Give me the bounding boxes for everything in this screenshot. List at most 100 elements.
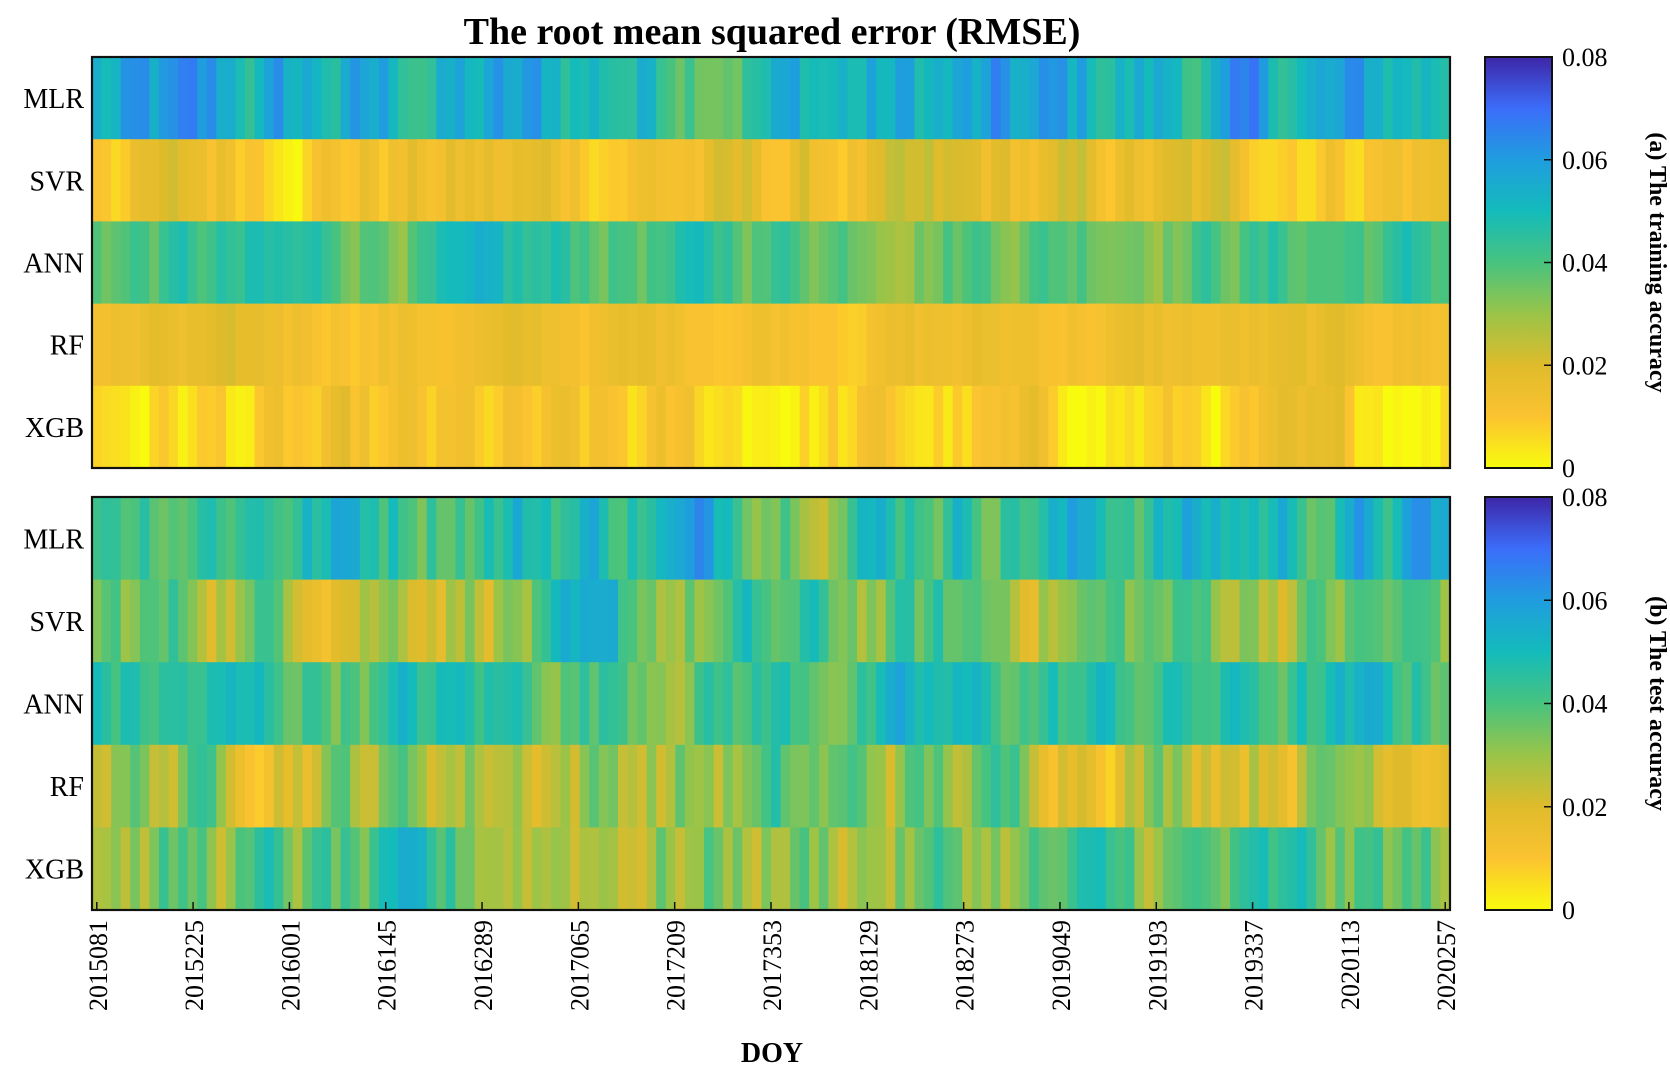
heatmap-cell [369, 579, 380, 663]
heatmap-cell [971, 827, 982, 911]
heatmap-cell [971, 139, 982, 222]
heatmap-cell [158, 385, 170, 469]
heatmap-cell [885, 827, 896, 911]
heatmap-cell [302, 385, 313, 469]
heatmap-cell [876, 579, 887, 663]
heatmap-cell [904, 662, 916, 746]
heatmap-cell [464, 579, 476, 663]
heatmap-cell [1038, 827, 1049, 911]
heatmap-cell [704, 579, 715, 663]
heatmap-cell [1249, 139, 1260, 222]
heatmap-cell [990, 303, 1002, 387]
heatmap-cell [990, 579, 1002, 663]
heatmap-cell [1163, 385, 1174, 469]
heatmap-cell [780, 221, 791, 305]
heatmap-cell [1134, 827, 1145, 911]
heatmap-cell [1057, 744, 1069, 828]
heatmap-cell [981, 221, 992, 305]
heatmap-cell [350, 662, 361, 746]
heatmap-cell [321, 827, 332, 911]
heatmap-cell [799, 57, 810, 140]
heatmap-cell [149, 744, 160, 828]
heatmap-cell [761, 139, 772, 222]
heatmap-cell [398, 303, 409, 387]
heatmap-cell [254, 827, 265, 911]
heatmap-cell [1086, 662, 1097, 746]
heatmap-cell [1383, 827, 1394, 911]
heatmap-cell [751, 57, 763, 140]
heatmap-cell [818, 57, 829, 140]
x-tick-label: 2015081 [84, 920, 113, 1011]
heatmap-cell [952, 579, 963, 663]
heatmap-cell [1430, 497, 1442, 581]
heatmap-cell [1440, 303, 1451, 387]
heatmap-cell [1010, 385, 1021, 469]
heatmap-cell [579, 139, 590, 222]
heatmap-cell [684, 579, 696, 663]
heatmap-cell [608, 827, 619, 911]
heatmap-cell [799, 221, 810, 305]
heatmap-cell [694, 827, 705, 911]
heatmap-cell [1191, 221, 1202, 305]
heatmap-cell [1201, 303, 1212, 387]
heatmap-cell [331, 579, 342, 663]
heatmap-cell [1230, 385, 1241, 469]
heatmap-cell [857, 303, 868, 387]
heatmap-cell [904, 385, 916, 469]
heatmap-cell [350, 303, 361, 387]
heatmap-cell [694, 385, 705, 469]
heatmap-cell [187, 57, 198, 140]
heatmap-cell [101, 385, 112, 469]
heatmap-cell [187, 303, 198, 387]
heatmap-cell [225, 579, 237, 663]
heatmap-cell [264, 139, 275, 222]
heatmap-cell [617, 662, 629, 746]
heatmap-cell [1010, 303, 1021, 387]
heatmap-cell [1182, 662, 1193, 746]
heatmap-cell [111, 744, 122, 828]
heatmap-cell [417, 662, 428, 746]
heatmap-cell [455, 744, 466, 828]
heatmap-cell [751, 497, 763, 581]
heatmap-cell [493, 385, 504, 469]
heatmap-cell [206, 579, 217, 663]
heatmap-cell [331, 662, 342, 746]
heatmap-cell [1134, 221, 1145, 305]
heatmap-cell [885, 744, 896, 828]
heatmap-cell [464, 221, 476, 305]
heatmap-cell [388, 827, 399, 911]
heatmap-cell [1421, 221, 1432, 305]
heatmap-cell [771, 497, 782, 581]
heatmap-cell [512, 827, 523, 911]
heatmap-cell [847, 579, 858, 663]
heatmap-cell [398, 221, 409, 305]
heatmap-cell [1096, 303, 1107, 387]
heatmap-cell [579, 303, 590, 387]
heatmap-cell [1383, 744, 1394, 828]
heatmap-cell [551, 827, 562, 911]
heatmap-cell [158, 57, 170, 140]
heatmap-cell [761, 497, 772, 581]
heatmap-panel-test: MLR SVR ANN RF XGB [23, 495, 1452, 912]
heatmap-cell [1143, 662, 1155, 746]
heatmap-cell [828, 303, 839, 387]
heatmap-cell [340, 221, 351, 305]
heatmap-cell [178, 497, 189, 581]
heatmap-cell [1057, 303, 1069, 387]
heatmap-cell [264, 579, 275, 663]
heatmap-cell [1048, 303, 1059, 387]
heatmap-cell [455, 57, 466, 140]
heatmap-cell [790, 497, 801, 581]
heatmap-cell [799, 744, 810, 828]
heatmap-cell [1220, 744, 1231, 828]
heatmap-cell [92, 139, 103, 222]
heatmap-cell [101, 139, 112, 222]
heatmap-cell [168, 221, 179, 305]
heatmap-cell [359, 497, 370, 581]
heatmap-cell [570, 662, 581, 746]
heatmap-cell [837, 303, 849, 387]
heatmap-cell [704, 57, 715, 140]
heatmap-cell [139, 139, 150, 222]
heatmap-cell [1191, 497, 1202, 581]
heatmap-cell [235, 744, 246, 828]
